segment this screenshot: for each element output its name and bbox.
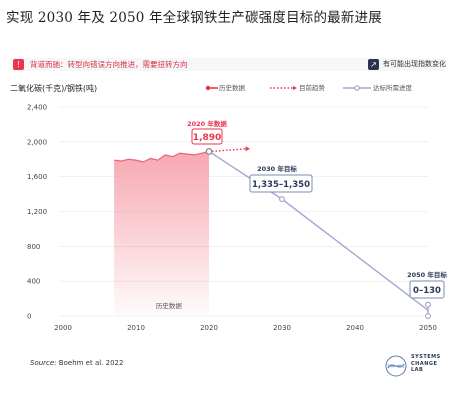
data-point-2020 — [205, 148, 213, 155]
chart-title: 实现 2030 年及 2050 年全球钢铁生产碳强度目标的最新进展 — [6, 10, 382, 26]
x-tick-label: 2030 — [273, 324, 291, 332]
annotation-2020-value: 1,890 — [193, 133, 221, 143]
alert-icon: ! — [13, 59, 24, 70]
legend-current-trend-arrow — [293, 86, 297, 90]
y-tick-label: 0 — [27, 313, 31, 321]
area-label: 历史数据 — [156, 301, 183, 310]
banner-trend-note: 有可能出现指数变化 — [383, 60, 446, 68]
legend-history-label: 历史数据 — [219, 84, 245, 92]
annotation-2030-box — [249, 174, 313, 193]
y-tick-label: 400 — [27, 278, 40, 286]
y-tick-label: 800 — [27, 243, 40, 251]
legend-history-dot — [205, 85, 211, 91]
annotation-2020-header: 2020 年数据 — [187, 119, 227, 128]
current-trend-line — [211, 148, 246, 153]
legend-required-dot — [354, 85, 360, 91]
current-trend-arrow — [245, 146, 250, 152]
annotation-2050-value: 0–130 — [413, 286, 441, 296]
logo-line-3: LAB — [411, 367, 424, 373]
legend-marks — [205, 85, 371, 91]
trend-icon: ↗ — [368, 59, 379, 70]
series-layer: 历史数据 — [114, 146, 432, 320]
y-tick-label: 2,400 — [27, 104, 47, 112]
y-tick-label: 1,200 — [27, 208, 47, 216]
axis-ticks: 0 400 800 1,200 1,600 2,000 2,400 2000 2010 2020 2… — [27, 104, 437, 333]
logo-line-2: CHANGE — [411, 360, 438, 367]
required-path-line — [208, 150, 429, 311]
x-tick-label: 2000 — [54, 324, 72, 332]
legend-current-trend-label: 目前趋势 — [299, 84, 325, 92]
annotations-layer: 2020 年数据 1,890 2030 年目标 1,335–1,350 2050 年目标… — [187, 119, 447, 299]
x-tick-label: 2020 — [200, 324, 218, 332]
y-tick-label: 1,600 — [27, 173, 47, 181]
source-note: Source: Boehm et al. 2022 — [30, 359, 123, 367]
systems-change-lab-logo: SYSTEMS CHANGE LAB — [385, 353, 455, 379]
target-point-2050-lower — [425, 313, 432, 320]
annotation-2020-box — [191, 128, 223, 145]
target-point-2030 — [279, 196, 286, 203]
annotation-2050-box — [409, 280, 445, 299]
logo-mark-icon — [385, 355, 407, 377]
y-tick-label: 2,000 — [27, 138, 47, 146]
banner-background — [10, 58, 445, 71]
banner-warning-text: 背道而驰：转型向错误方向推进，需要扭转方向 — [30, 60, 188, 69]
status-banner: ! 背道而驰：转型向错误方向推进，需要扭转方向 ↗ 有可能出现指数变化 — [10, 58, 446, 71]
annotation-2050-header: 2050 年目标 — [407, 270, 447, 279]
source-text: Boehm et al. 2022 — [58, 359, 124, 367]
y-axis-label: 二氧化碳(千克)/钢铁(吨) — [10, 84, 98, 93]
target-point-2050-upper — [425, 301, 432, 308]
legend-required-path-label: 达标所需进度 — [373, 84, 412, 92]
history-line — [114, 150, 210, 163]
source-label: Source: — [30, 359, 57, 367]
x-tick-label: 2050 — [419, 324, 437, 332]
x-tick-label: 2010 — [127, 324, 145, 332]
x-tick-label: 2040 — [346, 324, 364, 332]
annotation-2030-value: 1,335–1,350 — [252, 180, 310, 190]
logo-line-1: SYSTEMS — [411, 354, 441, 360]
annotation-2030-header: 2030 年目标 — [257, 164, 297, 173]
logo-text: SYSTEMS CHANGE LAB — [411, 354, 441, 374]
history-area — [114, 151, 209, 316]
